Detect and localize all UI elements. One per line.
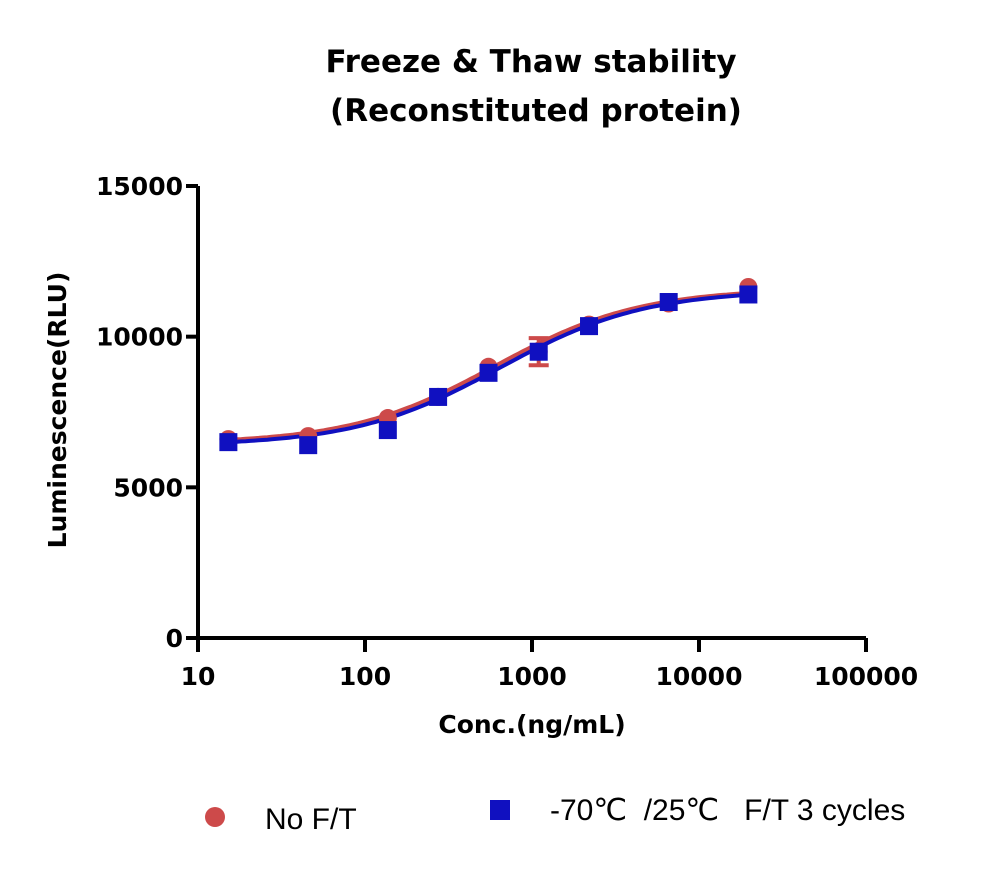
y-tick-label: 5000 (113, 473, 183, 502)
x-tick-label: 100 (339, 662, 391, 691)
y-tick-label: 15000 (96, 172, 183, 201)
x-axis-label: Conc.(ng/mL) (438, 710, 625, 739)
legend-marker-ft-3-cycles (490, 800, 510, 820)
data-point-series-1 (479, 363, 498, 382)
y-axis-label: Luminescence(RLU) (43, 272, 72, 549)
legend: No F/T -70℃ /25℃ F/T 3 cycles (205, 794, 905, 836)
data-point-series-1 (219, 433, 238, 452)
y-tick-label: 10000 (96, 323, 183, 352)
data-point-series-1 (529, 342, 548, 361)
data-point-series-1 (429, 387, 448, 406)
x-tick-label: 100000 (814, 662, 918, 691)
data-point-series-1 (580, 317, 599, 336)
legend-label-no-ft: No F/T (265, 803, 357, 836)
data-points (219, 277, 758, 455)
legend-marker-no-ft (205, 807, 225, 827)
x-tick-label: 1000 (497, 662, 567, 691)
x-tick-label: 10000 (656, 662, 743, 691)
data-point-series-1 (299, 436, 318, 455)
axes: 0 5000 10000 15000 10 100 1000 10000 100000 (96, 172, 918, 691)
y-tick-label: 0 (166, 624, 183, 653)
legend-label-ft-3-cycles: -70℃ /25℃ F/T 3 cycles (550, 794, 905, 827)
data-point-series-1 (659, 293, 678, 312)
data-point-series-1 (378, 421, 397, 440)
chart-title-line-1: Freeze & Thaw stability (325, 44, 736, 80)
chart-title: Freeze & Thaw stability (Reconstituted p… (325, 44, 741, 129)
x-tick-label: 10 (181, 662, 216, 691)
chart-title-line-2: (Reconstituted protein) (330, 93, 742, 129)
data-point-series-1 (739, 285, 758, 304)
